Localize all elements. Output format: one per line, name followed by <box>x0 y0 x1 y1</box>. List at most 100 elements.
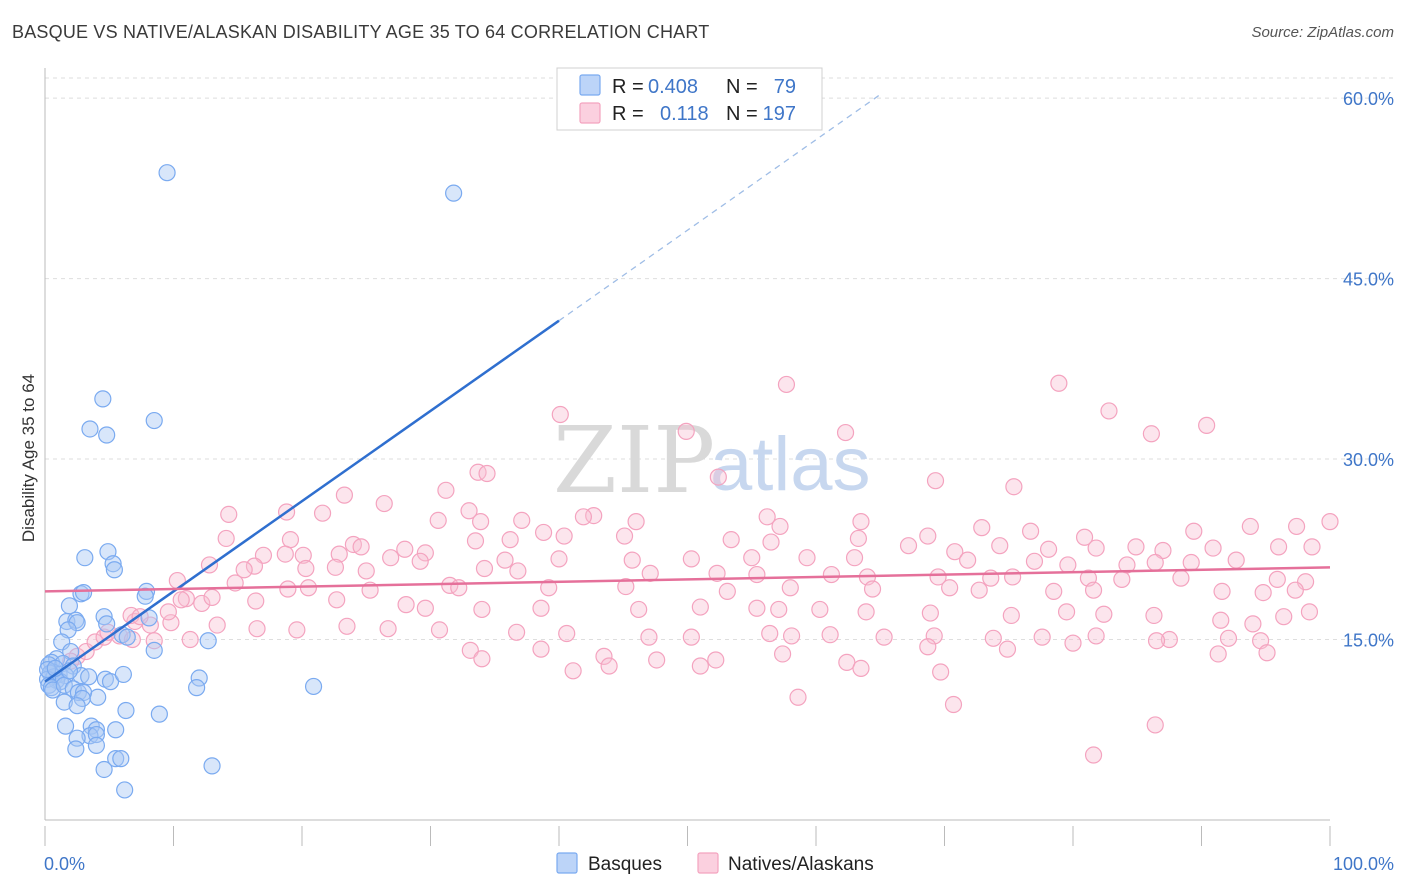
natives-point-200 <box>1146 716 1164 734</box>
watermark: ZIP atlas <box>553 407 871 514</box>
basques-point-47 <box>101 673 120 691</box>
natives-point-83 <box>297 559 315 578</box>
basques-point-4 <box>98 426 116 444</box>
basques-point-72 <box>112 750 130 768</box>
basques-point-49 <box>190 669 208 687</box>
natives-point-32 <box>1075 528 1094 546</box>
natives-point-187 <box>600 657 618 675</box>
basques-point-59 <box>68 697 86 715</box>
natives-point-153 <box>507 623 526 641</box>
series-legend: Basques Natives/Alaskans <box>556 852 874 875</box>
natives-point-51 <box>899 537 918 555</box>
natives-point-73 <box>845 549 864 567</box>
natives-point-1 <box>1050 374 1068 392</box>
basques-point-3 <box>81 420 99 438</box>
natives-point-165 <box>1160 630 1178 649</box>
natives-point-65 <box>382 549 400 567</box>
natives-point-147 <box>208 616 226 634</box>
legend-swatch-basques <box>579 74 601 96</box>
natives-point-7 <box>1198 416 1216 434</box>
bottom-legend-swatch-basques <box>556 852 578 874</box>
basques-point-1 <box>445 184 463 202</box>
natives-point-136 <box>1002 606 1020 625</box>
natives-point-132 <box>770 600 788 619</box>
natives-point-162 <box>984 629 1002 647</box>
legend-r-value-2: 0.118 <box>660 103 709 125</box>
natives-point-176 <box>707 651 725 669</box>
natives-point-117 <box>1213 582 1231 600</box>
legend-n-label-2: N = <box>726 103 758 125</box>
natives-point-44 <box>501 531 519 549</box>
chart-source: Source: ZipAtlas.com <box>1251 24 1394 41</box>
natives-point-64 <box>330 545 348 563</box>
natives-point-161 <box>925 627 943 645</box>
natives-trend-line <box>44 566 1331 593</box>
basques-point-69 <box>87 736 106 755</box>
basques-point-50 <box>188 679 206 697</box>
natives-point-5 <box>836 423 855 442</box>
natives-point-24 <box>513 511 531 530</box>
natives-point-70 <box>682 550 700 568</box>
natives-point-87 <box>509 562 527 580</box>
natives-point-13 <box>437 481 455 499</box>
basques-point-20 <box>98 615 116 633</box>
natives-point-134 <box>857 603 875 621</box>
natives-point-185 <box>473 650 491 668</box>
natives-point-197 <box>789 688 807 706</box>
natives-point-164 <box>1087 627 1105 645</box>
natives-point-109 <box>617 577 635 596</box>
natives-point-80 <box>1227 551 1245 569</box>
trend-lines <box>44 93 1331 683</box>
natives-point-151 <box>379 620 397 638</box>
basques-point-27 <box>62 642 80 661</box>
basques-point-8 <box>104 555 122 573</box>
natives-point-84 <box>326 558 345 576</box>
natives-point-27 <box>771 517 789 536</box>
y-tick-label-3: 60.0% <box>1343 89 1394 109</box>
natives-point-86 <box>475 559 494 578</box>
basques-point-22 <box>118 628 136 646</box>
basques-point-24 <box>145 641 163 659</box>
basques-point-0 <box>158 164 176 182</box>
natives-point-119 <box>1286 581 1304 599</box>
y-tick-label-1: 30.0% <box>1343 450 1394 470</box>
basques-point-17 <box>68 614 86 632</box>
natives-point-146 <box>162 614 180 632</box>
natives-point-181 <box>1064 634 1082 652</box>
legend-n-label-1: N = <box>726 76 758 98</box>
legend-n-value-1: 79 <box>774 76 796 98</box>
natives-point-125 <box>397 596 415 614</box>
natives-point-115 <box>1045 582 1063 600</box>
natives-point-112 <box>863 580 882 598</box>
legend-r-label-2: R = <box>612 103 644 125</box>
natives-point-177 <box>773 645 792 663</box>
natives-point-143 <box>1300 603 1319 621</box>
natives-point-72 <box>798 549 816 567</box>
natives-point-123 <box>247 592 265 610</box>
natives-point-189 <box>852 659 870 678</box>
legend-box <box>556 67 823 131</box>
natives-point-154 <box>558 624 576 643</box>
natives-point-19 <box>220 505 238 523</box>
natives-point-63 <box>294 546 312 564</box>
natives-point-121 <box>193 594 211 613</box>
natives-point-91 <box>822 565 841 584</box>
natives-point-149 <box>288 621 306 639</box>
basques-point-5 <box>145 411 163 430</box>
natives-point-90 <box>748 565 766 584</box>
natives-point-131 <box>748 599 766 617</box>
natives-point-59 <box>1269 538 1288 556</box>
natives-point-88 <box>641 564 659 582</box>
natives-point-41 <box>396 540 414 558</box>
natives-point-108 <box>540 579 558 597</box>
natives-point-8 <box>469 463 487 481</box>
basques-point-68 <box>68 729 86 747</box>
natives-point-15 <box>375 494 393 513</box>
natives-point-56 <box>1127 538 1145 556</box>
natives-point-126 <box>416 599 434 617</box>
natives-point-114 <box>970 581 988 599</box>
natives-point-22 <box>429 511 447 530</box>
natives-point-21 <box>313 504 332 522</box>
basques-point-61 <box>150 705 168 723</box>
natives-point-45 <box>534 523 553 542</box>
